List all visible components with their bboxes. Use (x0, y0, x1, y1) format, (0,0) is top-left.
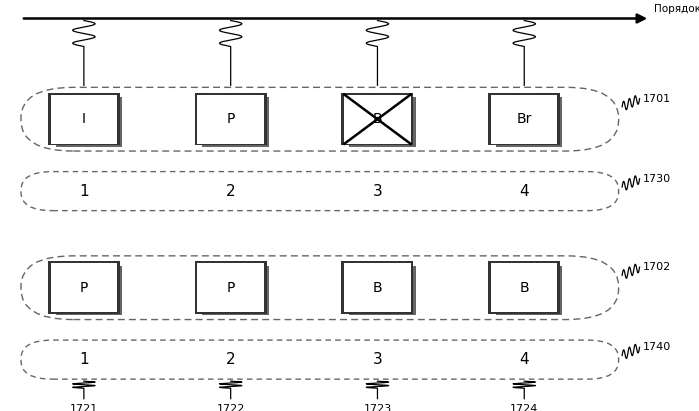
Text: 2: 2 (226, 184, 236, 199)
Bar (350, 97, 415, 147)
Text: 1740: 1740 (643, 342, 671, 352)
Bar (350, 266, 415, 315)
Text: 1701: 1701 (643, 94, 671, 104)
Text: P: P (80, 281, 88, 295)
Text: 1724: 1724 (510, 404, 538, 411)
Text: 1714: 1714 (510, 0, 538, 1)
Bar (48, 93, 120, 145)
Text: 1721: 1721 (70, 404, 98, 411)
Text: P: P (226, 281, 235, 295)
Bar (342, 261, 414, 314)
Bar (48, 261, 120, 314)
Bar (198, 95, 264, 144)
Text: 4: 4 (519, 352, 529, 367)
Bar (203, 97, 269, 147)
Text: 1712: 1712 (217, 0, 245, 1)
Text: 1711: 1711 (70, 0, 98, 1)
Bar (50, 95, 117, 144)
Bar (345, 263, 411, 312)
Text: 1713: 1713 (363, 0, 391, 1)
Text: 2: 2 (226, 352, 236, 367)
Bar (496, 97, 562, 147)
Bar (194, 261, 267, 314)
Bar (203, 266, 269, 315)
Bar (198, 263, 264, 312)
Bar (491, 95, 558, 144)
Text: Br: Br (517, 112, 532, 126)
Text: 3: 3 (373, 184, 382, 199)
Bar (488, 261, 561, 314)
Text: P: P (226, 112, 235, 126)
Text: 1722: 1722 (217, 404, 245, 411)
Bar (488, 93, 561, 145)
Text: B: B (373, 281, 382, 295)
Text: I: I (82, 112, 86, 126)
Text: 3: 3 (373, 352, 382, 367)
Bar (56, 97, 122, 147)
Bar (56, 266, 122, 315)
Bar (491, 263, 558, 312)
Bar (194, 93, 267, 145)
Text: 1730: 1730 (643, 174, 671, 184)
Text: 1: 1 (79, 184, 89, 199)
Bar (50, 263, 117, 312)
Bar (345, 95, 411, 144)
Text: Порядок декодирования: Порядок декодирования (654, 4, 699, 14)
Text: 1: 1 (79, 352, 89, 367)
Text: 1702: 1702 (643, 262, 671, 272)
Bar (342, 93, 414, 145)
Text: B: B (519, 281, 529, 295)
Text: B: B (373, 112, 382, 126)
Text: 1723: 1723 (363, 404, 391, 411)
Text: 4: 4 (519, 184, 529, 199)
Bar (496, 266, 562, 315)
